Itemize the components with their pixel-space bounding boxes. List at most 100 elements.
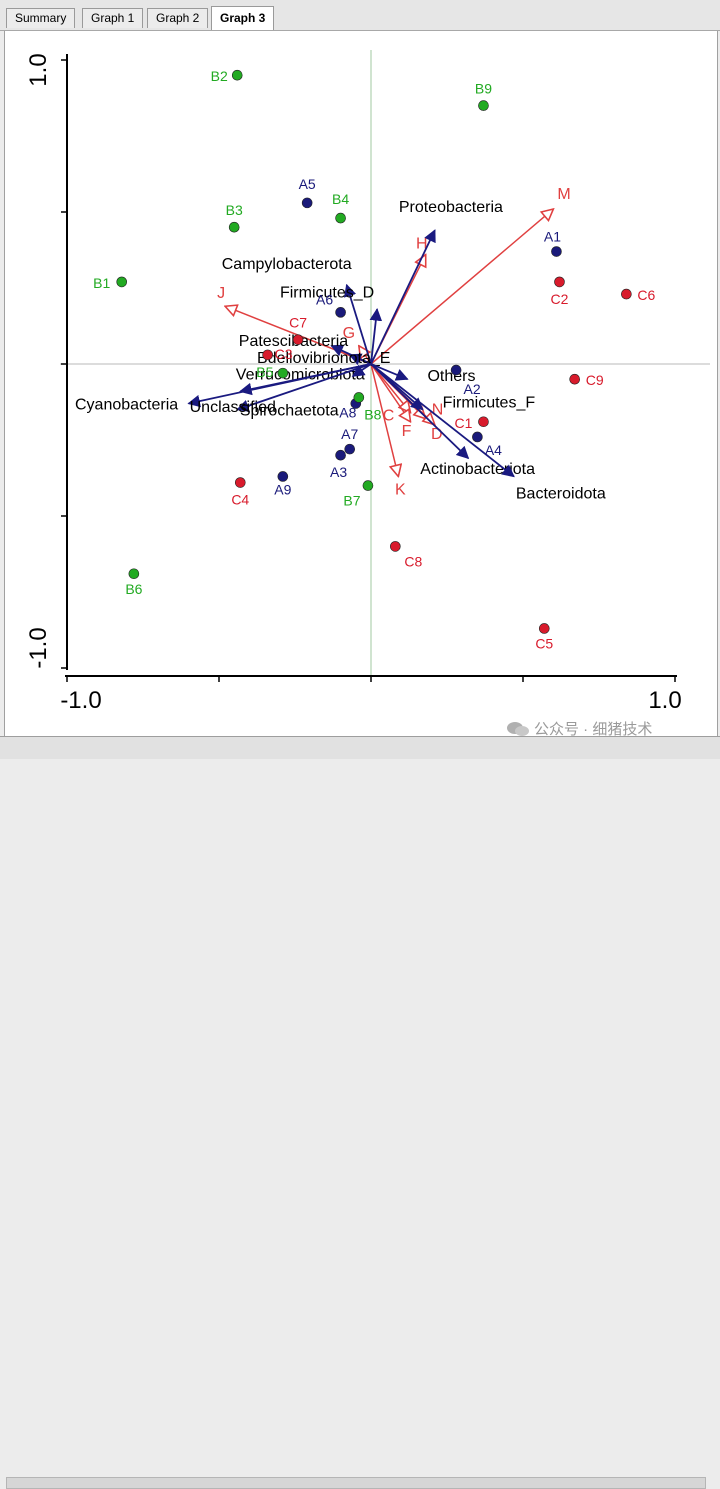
sample-label-a4: A4	[485, 442, 502, 458]
species-label-spirochaetota: Spirochaetota	[240, 403, 339, 420]
env-label-f: F	[402, 423, 412, 440]
sample-point-a9	[277, 471, 289, 482]
sample-point-a3	[335, 449, 346, 461]
sample-point-a2	[450, 364, 462, 376]
status-bar	[0, 736, 720, 1489]
sample-label-a6: A6	[316, 291, 333, 307]
species-arrow-firmicutes-d	[369, 308, 383, 365]
species-label-proteobacteria: Proteobacteria	[399, 199, 503, 216]
sample-label-b7: B7	[343, 493, 360, 509]
env-label-d: D	[431, 426, 443, 443]
sample-label-b4: B4	[332, 191, 349, 207]
species-label-verrucomicrobiota: Verrucomicrobiota	[236, 366, 365, 383]
sample-label-a8: A8	[339, 405, 356, 421]
species-label-bacteroidota: Bacteroidota	[516, 485, 606, 502]
sample-label-c6: C6	[637, 287, 655, 303]
sample-label-a2: A2	[464, 381, 481, 397]
watermark-text: 公众号 · 细猪技术	[534, 721, 653, 738]
species-vectors: Proteobacteria Campylobacterota Firmicutes…	[75, 199, 606, 502]
sample-point-c5	[538, 623, 550, 634]
species-label-firmicutes-d: Firmicutes_D	[280, 284, 374, 301]
sample-label-c7: C7	[289, 315, 307, 331]
sample-point-c1	[478, 416, 489, 428]
sample-label-a1: A1	[544, 229, 561, 245]
sample-points: A1 A2 A3 A4 A5 A6 A7 A8 A9 B1 B2 B3 B4 B5 B6 B7 B8 B9 C1 C2…	[93, 68, 655, 651]
sample-point-a1	[551, 246, 562, 257]
sample-label-b5: B5	[256, 364, 273, 380]
tick-labels: -1.0 1.0 1.0 -1.0	[25, 53, 682, 714]
sample-label-a3: A3	[330, 464, 347, 480]
sample-point-b4	[335, 212, 346, 224]
species-arrow-campylobacterota	[343, 283, 372, 365]
species-arrow-bdellovibrionota-e	[348, 353, 372, 366]
tab-graph-2[interactable]: Graph 2	[147, 8, 209, 28]
sample-point-c4	[234, 477, 246, 488]
sample-point-b5	[277, 367, 289, 379]
env-arrow-f	[370, 363, 411, 422]
species-label-others: Others	[427, 368, 475, 385]
env-arrow-c	[370, 363, 411, 413]
sample-point-c9	[569, 373, 580, 385]
tab-graph-1[interactable]: Graph 1	[82, 8, 144, 28]
x-tick-label-min: -1.0	[60, 687, 101, 714]
sample-label-c8: C8	[404, 553, 422, 569]
species-label-firmicutes-f: Firmicutes_F	[443, 395, 536, 412]
sample-label-c1: C1	[455, 415, 473, 431]
sample-point-a4	[472, 431, 483, 443]
tab-bar: Summary Graph 1 Graph 2 Graph 3	[0, 0, 720, 31]
sample-point-a5	[301, 197, 313, 209]
species-label-campylobacterota: Campylobacterota	[222, 256, 352, 273]
species-arrow-spirochaetota	[236, 363, 372, 412]
sample-label-b9: B9	[475, 81, 492, 97]
species-arrow-bacteroidota	[370, 363, 515, 478]
sample-label-c4: C4	[231, 492, 249, 508]
sample-point-a7	[344, 443, 356, 455]
sample-point-b1	[116, 276, 128, 288]
species-arrow-unclassified	[351, 363, 372, 377]
sample-label-b1: B1	[93, 275, 110, 291]
sample-label-b3: B3	[226, 202, 243, 218]
tab-summary[interactable]: Summary	[6, 8, 76, 28]
sample-point-b2	[231, 69, 243, 81]
species-label-unclassified: Unclassified	[190, 399, 276, 416]
sample-label-c5: C5	[535, 635, 553, 651]
sample-point-c7	[292, 334, 304, 345]
env-arrow-m	[370, 209, 553, 365]
species-label-bdellovibrionota-e: Bdellovibrionota_E	[257, 350, 390, 367]
sample-label-c3: C3	[275, 346, 293, 362]
env-arrow-g	[359, 346, 372, 365]
env-label-j: J	[217, 285, 225, 302]
env-label-h: H	[416, 236, 428, 253]
env-label-c: C	[383, 408, 395, 425]
sample-point-b8	[353, 392, 365, 403]
sample-label-b8: B8	[364, 406, 381, 422]
env-arrow-k	[370, 363, 398, 476]
env-label-g: G	[343, 325, 355, 342]
sample-point-c3	[262, 349, 273, 361]
sample-point-b6	[128, 568, 140, 580]
sample-point-c6	[621, 288, 632, 300]
sample-point-b3	[228, 221, 240, 233]
sample-label-a9: A9	[274, 481, 291, 497]
ordination-biplot: M H J G N CF D K Proteobacteria Campylobacterota…	[25, 50, 710, 714]
graph-panel	[4, 31, 718, 736]
env-label-k: K	[395, 481, 406, 498]
wechat-icon	[507, 721, 529, 736]
species-label-cyanobacteria: Cyanobacteria	[75, 397, 178, 414]
species-arrow-proteobacteria	[370, 229, 436, 365]
y-tick-label-max: 1.0	[25, 53, 52, 86]
sample-point-b7	[362, 480, 374, 491]
horizontal-scrollbar[interactable]	[6, 1477, 706, 1489]
watermark: 公众号 · 细猪技术	[506, 718, 652, 739]
y-tick-label-min: -1.0	[25, 627, 52, 668]
env-vectors: M H J G N CF D K	[217, 186, 571, 499]
sample-label-c9: C9	[586, 372, 604, 388]
sample-point-a6	[335, 307, 346, 318]
sample-label-c2: C2	[551, 291, 569, 307]
species-arrow-cyanobacteria	[187, 363, 372, 408]
species-arrow-others	[370, 363, 409, 381]
env-label-n: N	[432, 402, 444, 419]
tab-graph-3[interactable]: Graph 3	[211, 6, 275, 30]
species-arrow-actinobacteriota	[370, 363, 470, 460]
sample-point-c8	[390, 541, 401, 552]
